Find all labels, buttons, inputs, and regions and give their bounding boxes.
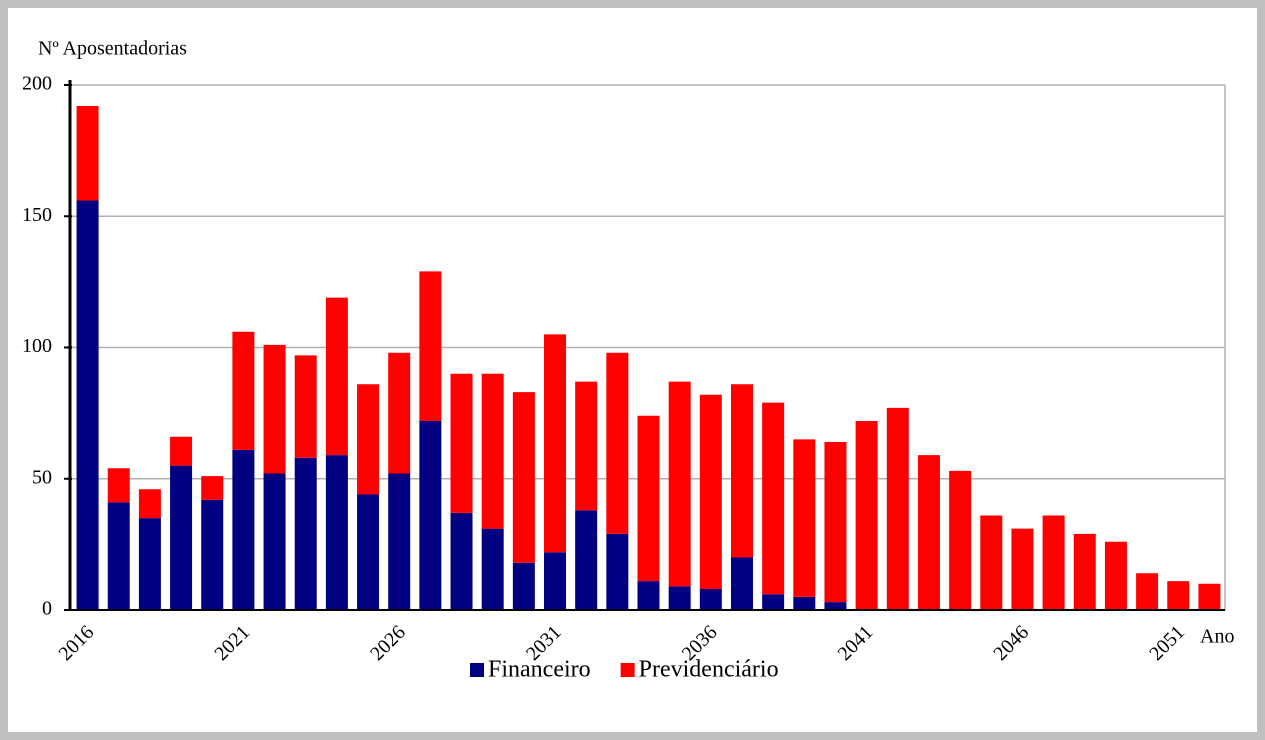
bar-segment: [107, 502, 130, 610]
y-tick-label: 150: [22, 204, 52, 226]
bar-segment: [730, 557, 753, 610]
y-tick-label: 200: [22, 73, 52, 95]
bar-segment: [1073, 533, 1096, 610]
bar-segment: [232, 449, 255, 610]
bar-segment: [762, 402, 785, 595]
bar-segment: [1104, 541, 1127, 610]
y-tick-label: 100: [22, 335, 52, 357]
legend-swatch: [620, 663, 635, 677]
bar-segment: [668, 586, 691, 610]
bar-segment: [949, 470, 972, 610]
bar-segment: [294, 355, 317, 458]
bar-segment: [637, 415, 660, 582]
bar-segment: [824, 442, 847, 603]
y-tick-label: 0: [42, 598, 52, 620]
bar-segment: [544, 552, 567, 610]
bar-segment: [419, 421, 442, 610]
bar-segment: [793, 439, 816, 597]
bar-segment: [699, 589, 722, 610]
bar-segment: [1167, 581, 1190, 610]
bar-segment: [575, 510, 598, 610]
bar-segment: [450, 373, 473, 513]
bar-segment: [1042, 515, 1065, 610]
bar-segment: [481, 373, 504, 529]
bar-segment: [263, 473, 286, 610]
bar-segment: [668, 381, 691, 587]
x-axis-label: Ano: [1200, 626, 1234, 648]
bar-segment: [1011, 528, 1034, 610]
bar-segment: [1198, 583, 1221, 610]
bar-segment: [76, 200, 99, 610]
bar-segment: [76, 106, 99, 201]
bar-segment: [637, 581, 660, 610]
bar-segment: [980, 515, 1003, 610]
bar-segment: [512, 562, 535, 610]
bar-segment: [855, 421, 878, 610]
bar-segment: [170, 465, 193, 610]
bar-segment: [325, 455, 348, 610]
bar-segment: [1136, 573, 1159, 610]
bar-segment: [232, 331, 255, 450]
bar-segment: [730, 384, 753, 558]
bar-segment: [450, 512, 473, 610]
bar-segment: [138, 489, 161, 519]
bar-segment: [544, 334, 567, 553]
bar-segment: [575, 381, 598, 511]
bar-segment: [886, 407, 909, 610]
bar-segment: [357, 494, 380, 610]
bar-segment: [294, 457, 317, 610]
y-tick-label: 50: [32, 466, 52, 488]
bar-segment: [201, 476, 224, 500]
bar-segment: [325, 297, 348, 456]
bar-segment: [107, 468, 130, 503]
y-axis-label: Nº Aposentadorias: [38, 38, 187, 60]
bar-segment: [201, 499, 224, 610]
bar-segment: [357, 384, 380, 495]
legend-swatch: [470, 663, 484, 677]
bar-segment: [263, 344, 286, 474]
bar-segment: [138, 518, 161, 610]
bar-segment: [824, 602, 847, 610]
bar-segment: [170, 436, 193, 466]
bar-segment: [917, 455, 940, 610]
bar-segment: [606, 533, 629, 610]
bar-segment: [699, 394, 722, 589]
bar-segment: [793, 596, 816, 610]
bar-segment: [481, 528, 504, 610]
bar-segment: [388, 352, 411, 474]
legend-label: Financeiro: [488, 657, 591, 683]
legend-label: Previdenciário: [639, 657, 779, 683]
bar-segment: [512, 392, 535, 563]
bar-segment: [388, 473, 411, 610]
bar-segment: [606, 352, 629, 534]
bar-segment: [762, 594, 785, 610]
bar-segment: [419, 271, 442, 421]
